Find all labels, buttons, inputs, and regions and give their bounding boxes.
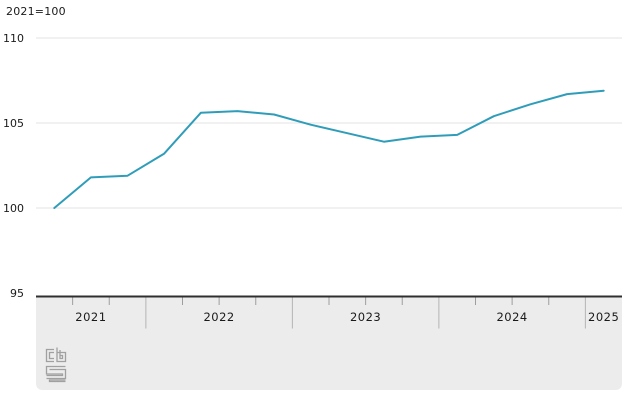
- cbs-logo: [45, 347, 67, 383]
- x-axis-band: [36, 297, 622, 390]
- cbs-logo-glyph: [45, 347, 67, 383]
- x-year-label-2024: 2024: [496, 310, 527, 324]
- x-year-label-2022: 2022: [203, 310, 234, 324]
- x-year-label-2021: 2021: [75, 310, 106, 324]
- index-base-label: 2021=100: [6, 5, 66, 18]
- x-year-label-2023: 2023: [350, 310, 381, 324]
- y-tick-label-100: 100: [3, 202, 24, 215]
- x-year-label-2025: 2025: [588, 310, 619, 324]
- y-tick-label-95: 95: [10, 287, 24, 300]
- index-series-line: [53, 89, 605, 209]
- y-tick-label-110: 110: [3, 32, 24, 45]
- y-tick-label-105: 105: [3, 117, 24, 130]
